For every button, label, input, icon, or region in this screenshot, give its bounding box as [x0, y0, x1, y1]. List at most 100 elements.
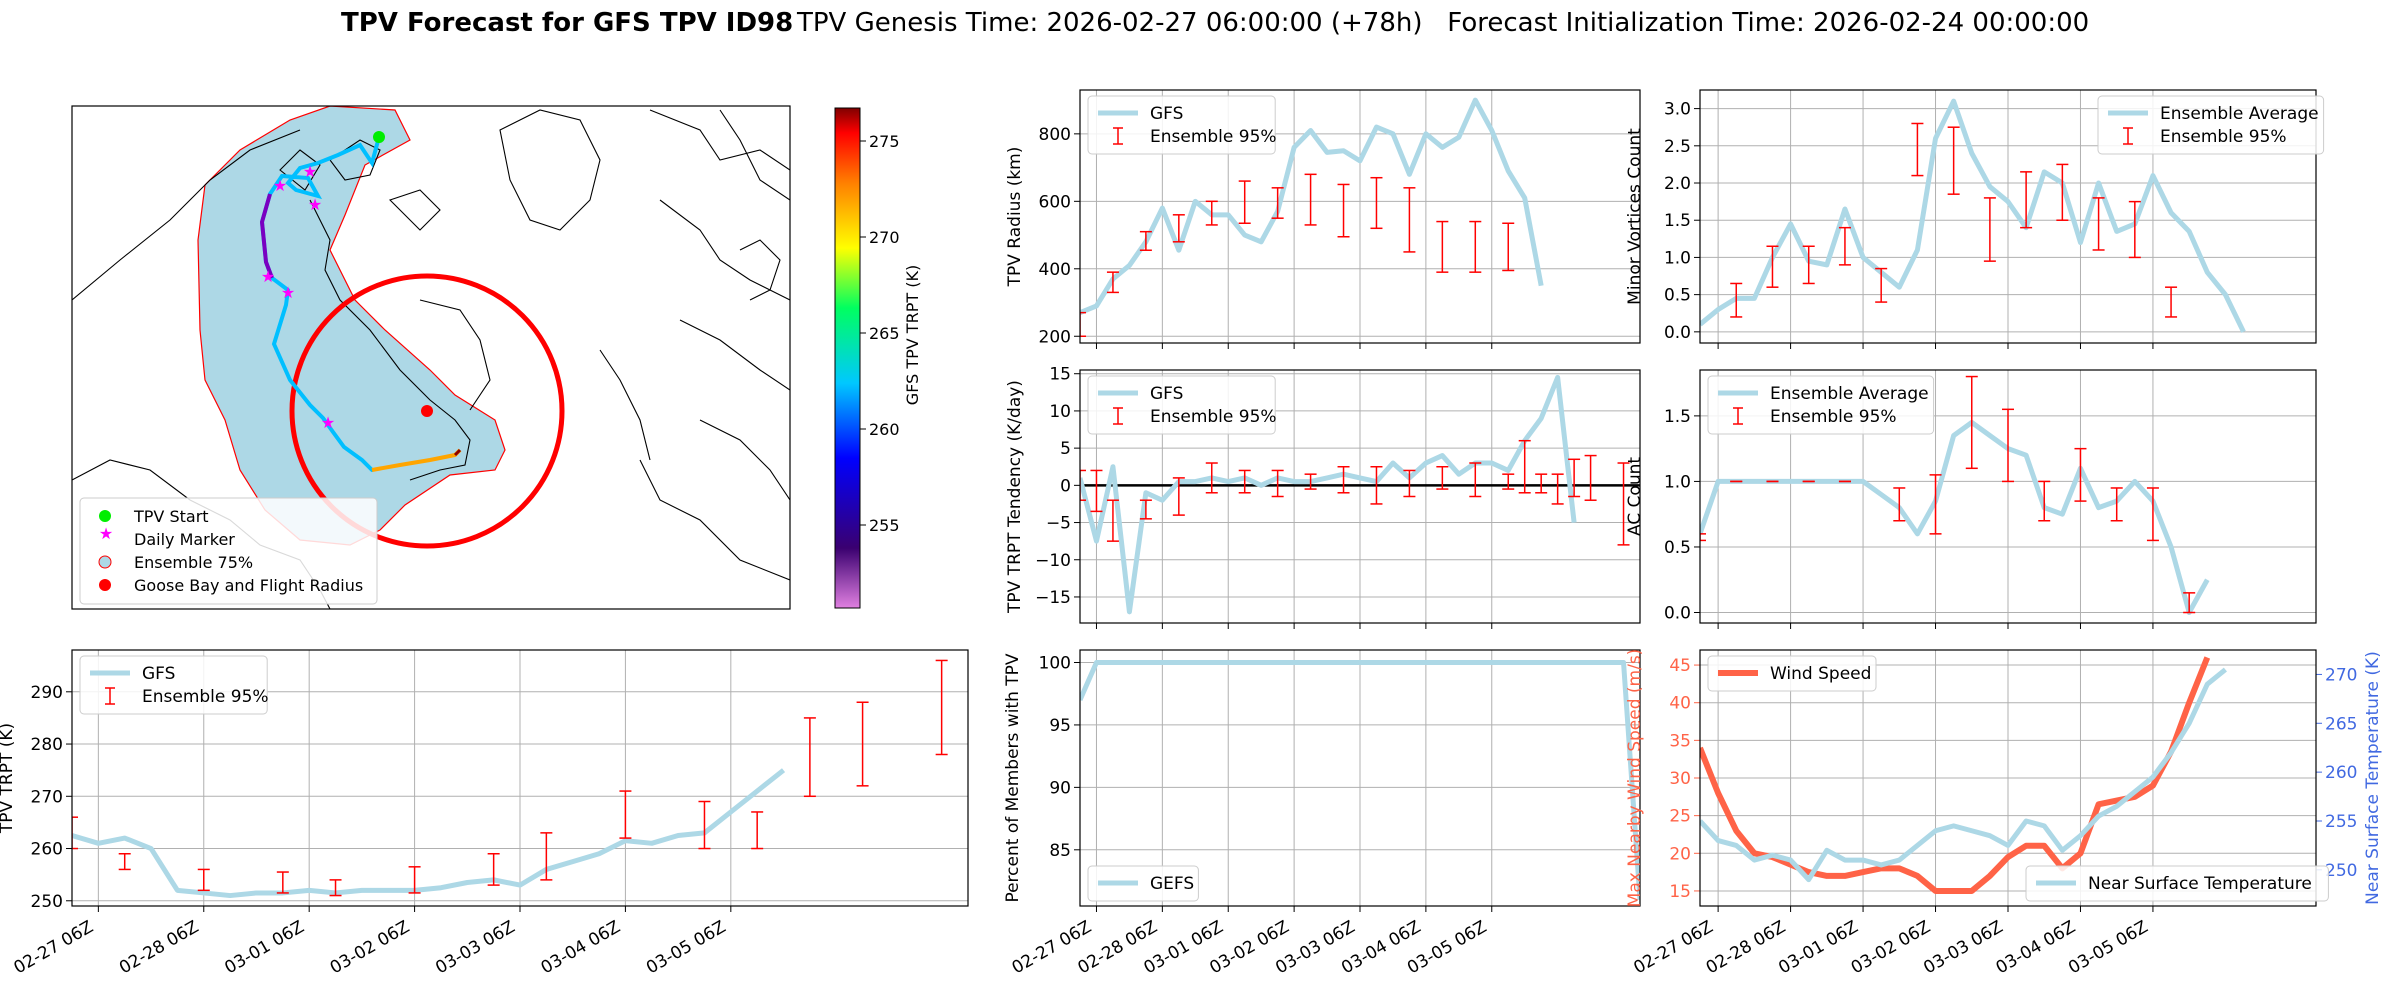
percent-frame	[1079, 649, 1641, 907]
radius-y-axis-label: TPV Radius (km)	[1005, 147, 1025, 288]
ac-series-group	[1700, 375, 2210, 616]
wind-y-axis-label: Max Nearby Wind Speed (m/s)	[1625, 649, 1645, 908]
wind-y-tick-label: 15	[1669, 882, 1691, 902]
wind-x-tick-label: 03-02 06Z	[1848, 917, 1934, 978]
goose-bay-marker	[421, 405, 433, 417]
colorbar-tick-label: 260	[869, 420, 900, 439]
colorbar-tick-label: 270	[869, 228, 900, 247]
colorbar-tick-label: 255	[869, 516, 900, 535]
wind-y2-axis-label: Near Surface Temperature (K)	[2363, 651, 2383, 905]
trpt-legend-label: Ensemble 95%	[142, 687, 269, 707]
goose-bay-legend-icon	[99, 579, 111, 591]
trpt-series-line	[72, 768, 786, 899]
percent-legend-label: GEFS	[1150, 874, 1194, 894]
trpt-x-tick-label: 03-03 06Z	[432, 917, 518, 978]
minor-y-axis-label: Minor Vortices Count	[1625, 128, 1645, 305]
ensemble-75-legend-icon	[98, 555, 112, 569]
radius-series-line	[1080, 97, 1544, 315]
tendency-y-tick-label: −15	[1035, 588, 1071, 608]
percent-y-axis-label: Percent of Members with TPV	[1003, 653, 1023, 902]
minor-series-line	[1700, 98, 2246, 333]
trpt-y-tick-label: 260	[31, 840, 63, 860]
wind-frame	[1699, 649, 2317, 907]
wind-y2-tick-label: 265	[2325, 714, 2357, 734]
wind-series-group	[1700, 656, 2227, 894]
tpv-start-marker	[373, 131, 385, 143]
svg-text:★: ★	[273, 176, 287, 195]
wind-y-tick-label: 45	[1669, 656, 1691, 676]
colorbar-label: GFS TPV TRPT (K)	[903, 265, 922, 405]
trpt-x-tick-label: 03-01 06Z	[221, 917, 307, 978]
percent-y-tick-label: 95	[1049, 716, 1071, 736]
wind-x-tick-label: 03-01 06Z	[1775, 917, 1861, 978]
minor-y-tick-label: 1.0	[1664, 248, 1691, 268]
daily-marker-stars: ★ ★ ★ ★ ★ ★	[261, 162, 335, 432]
radius-legend-label: Ensemble 95%	[1150, 127, 1277, 147]
trpt-legend-label: GFS	[142, 664, 175, 684]
percent-series-group	[1080, 659, 1640, 900]
tendency-y-tick-label: −5	[1046, 514, 1071, 534]
trpt-x-tick-label: 02-27 06Z	[11, 917, 97, 978]
svg-text:★: ★	[303, 162, 317, 181]
ac-legend: Ensemble Average Ensemble 95%	[1707, 375, 1935, 435]
colorbar-tick-label: 275	[869, 132, 900, 151]
minor-y-tick-label: 1.5	[1664, 211, 1691, 231]
ac-y-tick-label: 0.0	[1664, 604, 1691, 624]
trpt-x-tick-label: 02-28 06Z	[116, 917, 202, 978]
minor-frame	[1699, 89, 2317, 344]
tpv-start-legend-icon	[99, 510, 111, 522]
tendency-frame	[1079, 369, 1641, 624]
svg-text:★: ★	[281, 283, 295, 302]
tendency-series-line	[1080, 374, 1577, 615]
map-legend-label: Daily Marker	[134, 530, 235, 549]
map-panel: ★ ★ ★ ★ ★ ★ ★ TPV Start Daily Marker Ens…	[71, 105, 922, 610]
trpt-y-tick-label: 290	[31, 683, 63, 703]
wind-x-tick-label: 02-27 06Z	[1630, 917, 1716, 978]
wind-y-tick-label: 30	[1669, 769, 1691, 789]
map-legend: ★ TPV Start Daily Marker Ensemble 75% Go…	[79, 497, 378, 605]
radius-series-group	[1080, 97, 1544, 338]
wind-x-tick-label: 03-05 06Z	[2065, 917, 2151, 978]
tendency-y-tick-label: 5	[1060, 439, 1071, 459]
percent-y-tick-label: 85	[1049, 841, 1071, 861]
minor-y-tick-label: 2.5	[1664, 137, 1691, 157]
wind-y-tick-label: 20	[1669, 844, 1691, 864]
trpt-y-axis-label: TPV TRPT (K)	[0, 723, 17, 834]
wind-series-line	[1700, 667, 2227, 883]
colorbar-ticks: 275 270 265 260 255	[860, 132, 900, 535]
percent-legend-box	[1087, 865, 1199, 902]
percent-y-tick-label: 100	[1039, 653, 1071, 673]
wind-x-tick-label: 03-04 06Z	[1993, 917, 2079, 978]
ac-y-tick-label: 1.0	[1664, 472, 1691, 492]
minor-chart: 0.0 0.5 1.0 1.5 2.0 2.5 3.0 Minor Vortices Coun…	[1625, 89, 2325, 349]
wind-y-tick-label: 35	[1669, 731, 1691, 751]
radius-y-tick-label: 800	[1039, 125, 1071, 145]
minor-y-tick-label: 0.0	[1664, 323, 1691, 343]
wind-y-tick-label: 40	[1669, 694, 1691, 714]
tendency-y-tick-label: 15	[1049, 365, 1071, 385]
radius-y-tick-label: 400	[1039, 260, 1071, 280]
figure-title-rest: TPV Genesis Time: 2026-02-27 06:00:00 (+…	[796, 8, 2089, 38]
trpt-chart: 02-27 06Z 02-28 06Z 03-01 06Z 03-02 06Z 03-0…	[0, 649, 969, 978]
wind-y-tick-label: 25	[1669, 807, 1691, 827]
ac-legend-box	[1707, 375, 1935, 435]
radius-legend-label: GFS	[1150, 104, 1183, 124]
radius-frame	[1079, 89, 1641, 344]
percent-series-line	[1080, 659, 1640, 900]
trpt-series-group	[72, 659, 948, 899]
trpt-y-tick-label: 270	[31, 787, 63, 807]
map-legend-label: Goose Bay and Flight Radius	[134, 576, 363, 595]
trpt-x-tick-label: 03-04 06Z	[538, 917, 624, 978]
percent-y-tick-label: 90	[1049, 778, 1071, 798]
ac-legend-label: Ensemble 95%	[1770, 407, 1897, 427]
minor-legend: Ensemble Average Ensemble 95%	[2097, 95, 2325, 155]
map-legend-label: TPV Start	[133, 507, 209, 526]
wind-legend-label: Near Surface Temperature	[2088, 874, 2312, 894]
radius-y-tick-label: 200	[1039, 327, 1071, 347]
figure-title-bold: TPV Forecast for GFS TPV ID98	[341, 8, 793, 38]
wind-legend-box	[2025, 865, 2329, 902]
svg-text:★: ★	[321, 413, 335, 432]
